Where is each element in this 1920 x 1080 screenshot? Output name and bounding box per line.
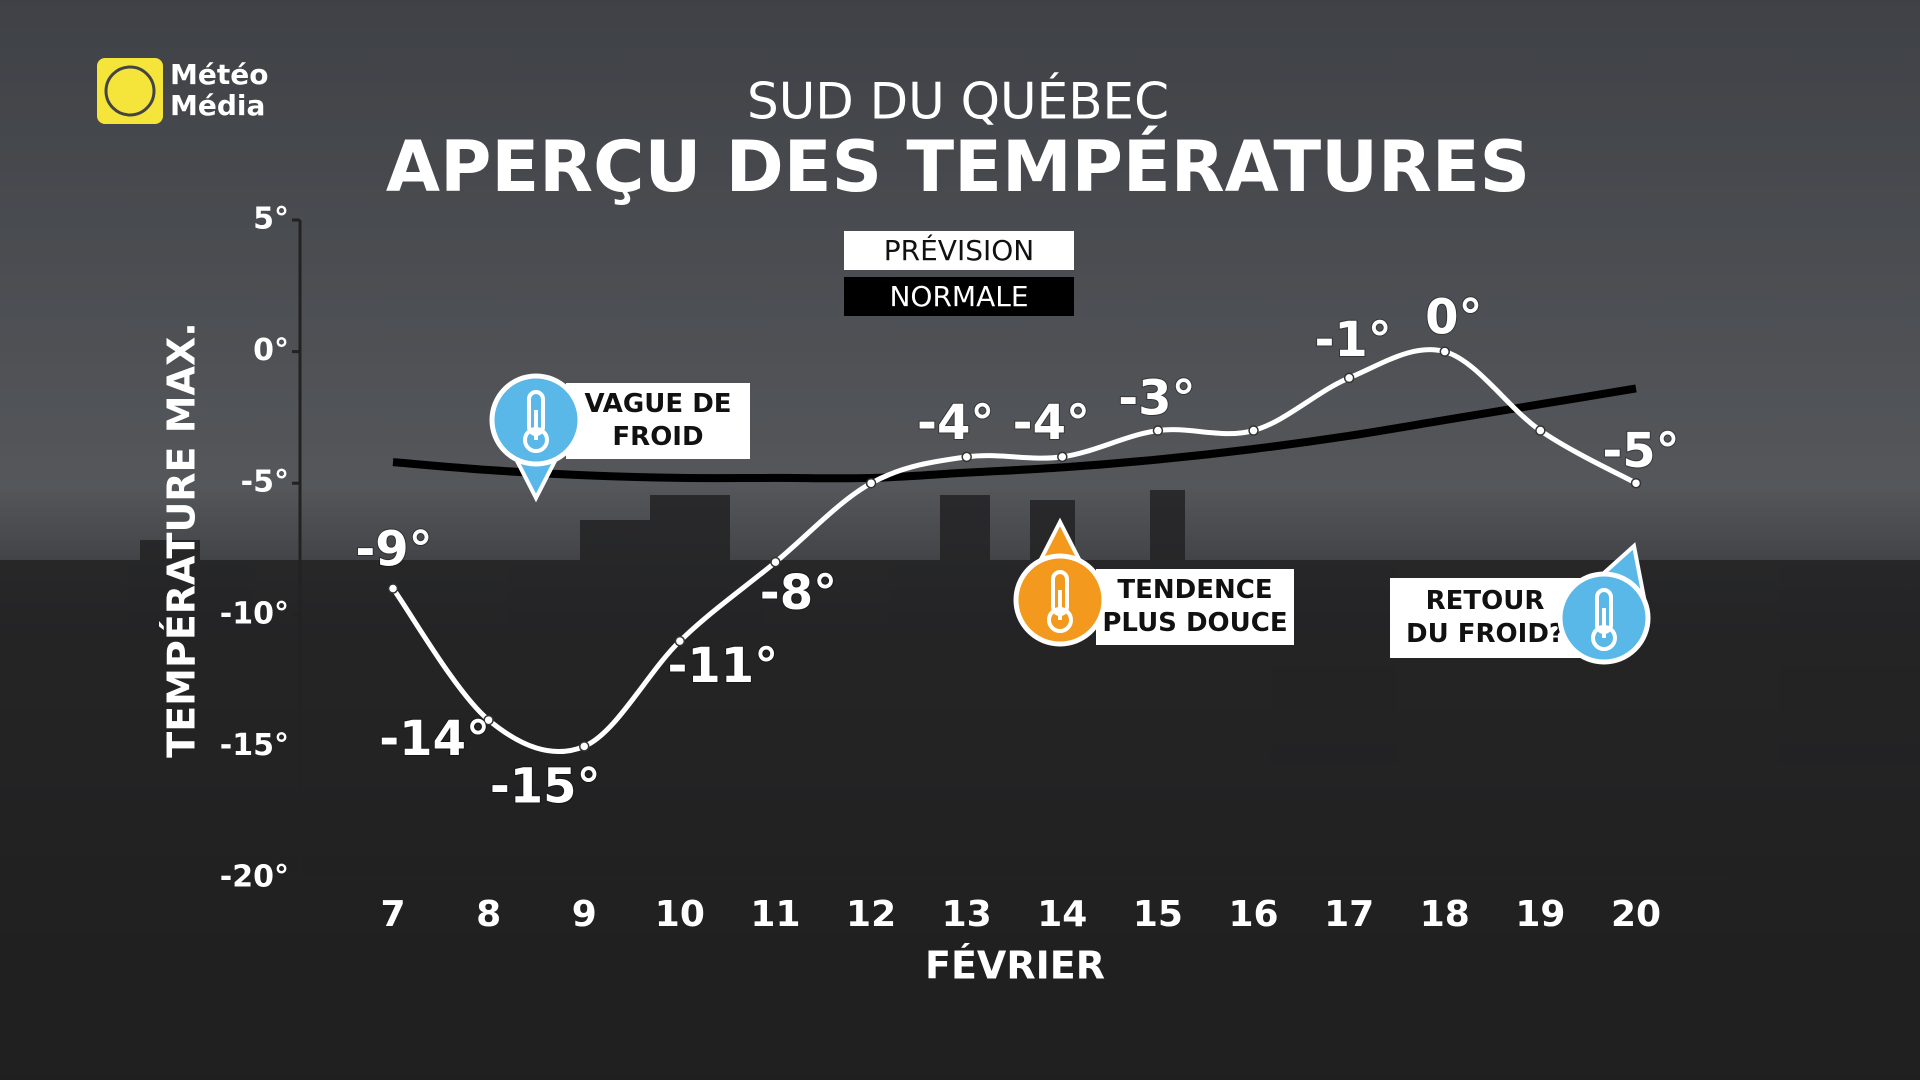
forecast-point [387,583,399,594]
annotation-text: TENDENCE [1117,575,1272,605]
x-axis-label: FÉVRIER [925,944,1105,988]
chart-title: APERÇU DES TEMPÉRATURES [386,126,1530,208]
data-label: -15° [490,758,601,814]
forecast-point [961,451,972,463]
forecast-point [578,741,590,752]
x-tick-label: 8 [476,894,501,935]
x-tick-label: 13 [942,894,992,935]
annotation-text: DU FROID? [1406,619,1564,649]
forecast-point [865,477,877,489]
data-label: -4° [917,395,994,451]
x-tick-label: 16 [1228,894,1278,935]
data-label: -14° [379,711,490,767]
y-axis-label: TEMPÉRATURE MAX. [160,322,204,757]
forecast-point [1343,372,1355,384]
x-tick-label: 11 [750,894,800,935]
forecast-point [1152,425,1164,436]
legend-swatch [844,277,1074,316]
forecast-point [1057,451,1068,463]
data-label: -4° [1013,395,1090,451]
data-label: -1° [1314,312,1391,368]
normal-line [392,384,1637,483]
x-tick-label: 19 [1515,894,1565,935]
logo-text: Média [170,89,265,122]
forecast-point [1630,477,1642,489]
annotation-text: FROID [612,422,703,452]
x-tick-label: 7 [380,894,405,935]
data-label: -5° [1602,423,1679,479]
forecast-point [770,556,781,568]
data-label: -3° [1118,371,1195,427]
forecast-point [1248,425,1259,436]
annotation-box [566,383,750,459]
y-tick-label: -20° [220,860,289,895]
annotation-box [1096,569,1294,645]
x-tick-label: 20 [1611,894,1661,935]
chart-subtitle: SUD DU QUÉBEC [747,72,1169,131]
x-tick-label: 14 [1037,894,1087,935]
y-tick-label: 0° [253,333,289,368]
x-tick-label: 9 [572,894,597,935]
x-tick-label: 17 [1324,894,1374,935]
forecast-point [674,635,686,647]
logo-text: Météo [170,58,268,91]
logo: Météo Média [97,58,268,124]
annotation-text: PLUS DOUCE [1102,608,1287,638]
annotation-box [1390,578,1580,658]
annotation-text: RETOUR [1426,586,1545,616]
x-tick-label: 18 [1420,894,1470,935]
logo-globe [104,65,156,117]
legend-swatch [844,231,1074,270]
data-label: 0° [1425,290,1482,346]
y-tick-label: 5° [253,202,289,237]
forecast-point [1535,425,1546,436]
y-tick-label: -5° [241,465,289,500]
data-label: -11° [667,638,778,694]
x-tick-label: 12 [846,894,896,935]
y-tick-label: -15° [220,728,289,763]
data-label: -9° [355,521,432,577]
legend-label: PRÉVISION [884,233,1034,267]
forecast-point [1439,346,1451,357]
data-label: -8° [760,565,837,621]
y-tick-label: -10° [220,596,289,631]
x-tick-label: 10 [655,894,705,935]
annotation-text: VAGUE DE [584,389,731,419]
x-tick-label: 15 [1133,894,1183,935]
forecast-point [483,714,494,726]
legend-label: NORMALE [889,280,1028,313]
